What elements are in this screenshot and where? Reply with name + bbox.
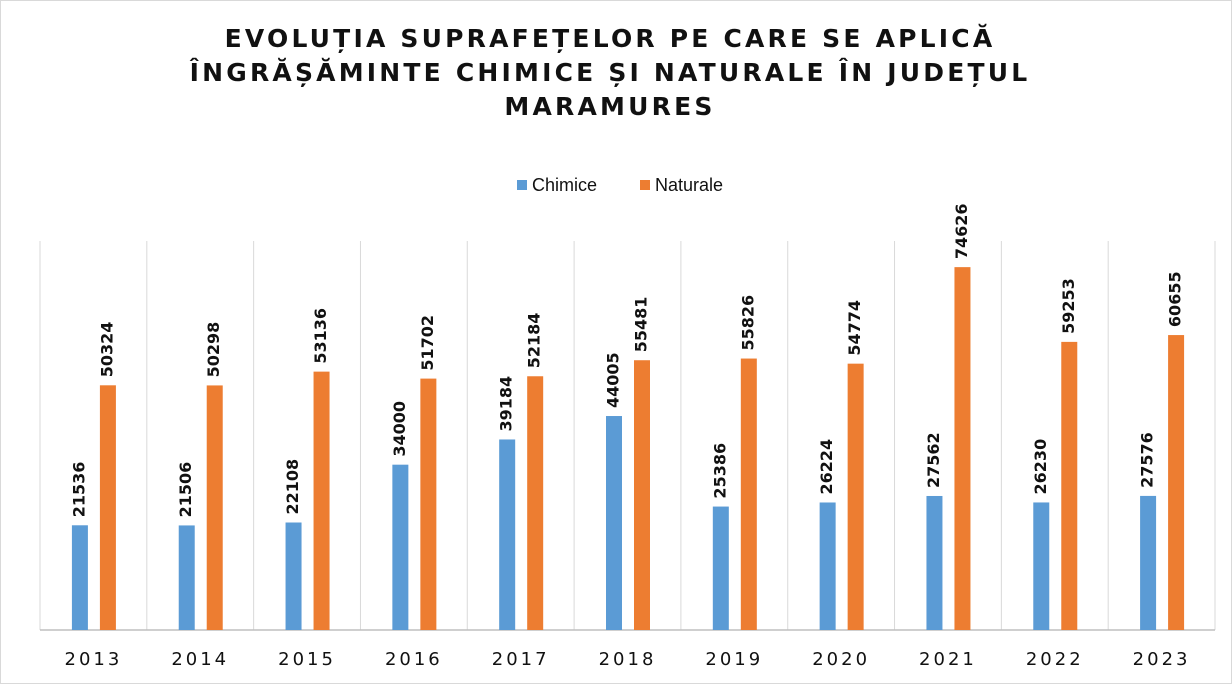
bar <box>954 267 971 630</box>
x-tick-label: 2019 <box>705 649 763 670</box>
x-tick-label: 2016 <box>385 649 443 670</box>
value-label: 52184 <box>525 313 544 369</box>
bar <box>740 358 757 630</box>
value-label: 21506 <box>176 462 195 518</box>
legend-swatch <box>517 180 527 190</box>
x-tick-label: 2022 <box>1026 649 1084 670</box>
value-label: 26224 <box>817 439 836 495</box>
bar <box>712 506 729 630</box>
chart-title: EVOLUȚIA SUPRAFEȚELOR PE CARE SE APLICĂ … <box>189 24 1031 121</box>
value-label: 21536 <box>69 462 88 518</box>
legend-label: Naturale <box>655 175 723 195</box>
bar <box>1168 335 1185 630</box>
value-label: 44005 <box>604 352 623 408</box>
value-label: 59253 <box>1059 278 1078 334</box>
value-label: 34000 <box>390 401 409 457</box>
x-tick-label: 2017 <box>492 649 550 670</box>
x-tick-label: 2018 <box>599 649 657 670</box>
bar <box>527 376 544 630</box>
bar <box>1061 341 1078 630</box>
bar <box>313 371 330 630</box>
bar <box>99 385 116 630</box>
legend-swatch <box>640 180 650 190</box>
value-label: 26230 <box>1031 439 1050 495</box>
bar <box>634 360 650 630</box>
bar <box>1140 495 1157 630</box>
value-label: 50298 <box>204 322 223 378</box>
value-label: 27576 <box>1138 432 1157 488</box>
x-tick-label: 2014 <box>171 649 229 670</box>
bar <box>206 385 223 630</box>
value-label: 55826 <box>738 295 757 351</box>
bar <box>847 363 864 630</box>
bar <box>420 378 437 630</box>
bar <box>819 502 836 630</box>
value-label: 53136 <box>311 308 330 364</box>
x-tick-label: 2021 <box>919 649 977 670</box>
value-label: 39184 <box>497 376 516 432</box>
bar <box>606 416 622 630</box>
bar <box>1033 502 1050 630</box>
value-label: 74626 <box>952 203 971 259</box>
x-tick-label: 2013 <box>65 649 123 670</box>
value-label: 22108 <box>283 459 302 515</box>
value-label: 60655 <box>1166 271 1185 327</box>
legend-label: Chimice <box>532 175 597 195</box>
value-label: 55481 <box>632 297 651 353</box>
bar <box>71 525 88 630</box>
bar <box>926 495 943 630</box>
bar <box>499 439 516 630</box>
value-label: 25386 <box>710 443 729 499</box>
value-label: 50324 <box>97 322 116 378</box>
value-label: 54774 <box>845 300 864 356</box>
value-label: 27562 <box>924 432 943 488</box>
x-tick-label: 2015 <box>278 649 336 670</box>
x-tick-label: 2023 <box>1133 649 1191 670</box>
value-label: 51702 <box>418 315 437 371</box>
bar <box>178 525 195 630</box>
x-tick-label: 2020 <box>812 649 870 670</box>
bar <box>392 464 409 630</box>
bar <box>285 522 302 630</box>
